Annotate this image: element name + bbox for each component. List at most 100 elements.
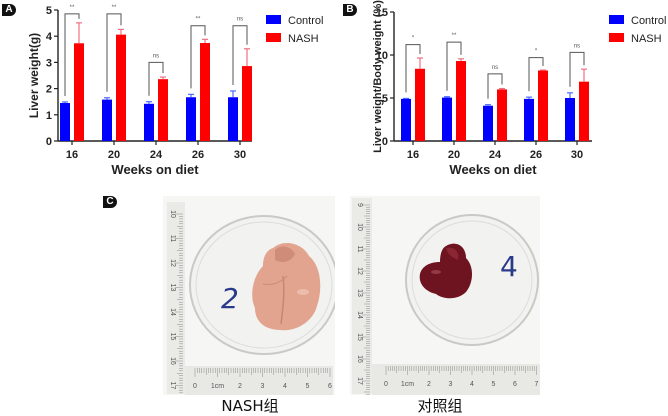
ruler-label: 17 (356, 377, 363, 385)
significance-bracket (232, 25, 248, 85)
legend-label-nash: NASH (631, 33, 662, 45)
ruler-label: 0 (384, 381, 388, 388)
ruler-label: 15 (169, 333, 176, 341)
ruler-label: 6 (328, 383, 332, 390)
ruler-label: 3 (449, 381, 453, 388)
liver-sample-nash (252, 242, 321, 331)
significance-label: * (535, 49, 538, 55)
vertical-ruler: 9 10 11 12 13 14 15 16 17 (352, 198, 372, 395)
ruler-label: 10 (356, 223, 363, 231)
legend-label-control: Control (631, 15, 666, 27)
significance-bracket (528, 57, 544, 92)
petri-dish (405, 214, 539, 346)
ruler-label: 11 (169, 235, 176, 242)
y-axis-label: Liver weight/Body weight (%) (372, 0, 384, 153)
y-axis-label: Liver weight(g) (27, 33, 41, 118)
ruler-label: 9 (356, 203, 363, 207)
x-tick-label: 30 (571, 149, 583, 161)
ruler-label: 15 (356, 333, 363, 341)
bar-control-20 (102, 99, 112, 141)
bar-control-16 (401, 98, 411, 141)
significance-label: ns (492, 65, 498, 71)
y-tick-label: 5 (382, 93, 388, 105)
ruler-label: 6 (513, 381, 517, 388)
bar-control-24 (144, 103, 154, 141)
bar-nash-24 (497, 89, 507, 141)
legend-label-control: Control (288, 15, 323, 27)
x-tick-label: 16 (407, 149, 419, 161)
bar-nash-26 (200, 43, 210, 141)
ruler-label: 13 (169, 284, 176, 292)
bar-nash-16 (415, 68, 425, 141)
horizontal-ruler: 0 1cm 2 3 4 5 6 7 (372, 364, 540, 395)
significance-label: ns (574, 43, 580, 49)
x-tick-label: 30 (234, 149, 246, 161)
bar-nash-20 (456, 61, 466, 141)
bar-nash-24 (158, 79, 168, 141)
ruler-label: 2 (238, 383, 242, 390)
bar-nash-16 (74, 43, 84, 141)
dish-number-label: 2 (221, 282, 239, 315)
y-tick-label: 2 (46, 84, 52, 96)
bar-control-16 (60, 103, 70, 141)
ruler-label: 5 (492, 381, 496, 388)
bar-nash-30 (579, 81, 589, 141)
legend-swatch-nash (266, 33, 281, 42)
panel-label-b: B (343, 4, 357, 16)
ruler-label: 3 (261, 383, 265, 390)
ruler-label: 11 (356, 245, 363, 252)
panel-label-a: A (2, 4, 16, 16)
chart-a-liver-weight: 0 1 2 3 4 5 Liver weight(g) Weeks on diet 16 ** 20… (27, 5, 323, 177)
bar-nash-30 (242, 66, 252, 141)
significance-bracket (106, 13, 122, 92)
significance-label: ** (112, 5, 117, 11)
ruler-label: 16 (356, 355, 363, 363)
y-tick-label: 10 (376, 50, 388, 62)
caption-nash: NASH组 (221, 397, 279, 415)
photo-control-liver: 9 10 11 12 13 14 15 16 17 4 0 1cm 2 3 4 5 6 7 (350, 196, 540, 395)
bar-control-26 (186, 97, 196, 141)
significance-label: ** (70, 5, 75, 11)
y-tick-label: 4 (46, 31, 53, 43)
y-tick-label: 5 (46, 5, 52, 17)
ruler-label: 12 (169, 259, 176, 267)
ruler-label: 13 (356, 289, 363, 297)
y-tick-label: 0 (46, 136, 52, 148)
ruler-label: 4 (283, 383, 287, 390)
bar-control-26 (524, 98, 534, 141)
significance-bracket (405, 44, 421, 93)
y-tick-label: 15 (376, 7, 388, 19)
x-tick-label: 26 (192, 149, 204, 161)
significance-bracket (64, 13, 80, 96)
x-tick-label: 16 (66, 149, 78, 161)
significance-bracket (487, 73, 503, 99)
ruler-label: 5 (306, 383, 310, 390)
bar-control-30 (565, 98, 575, 141)
x-tick-label: 20 (448, 149, 460, 161)
caption-control: 对照组 (417, 397, 463, 415)
significance-bracket (190, 25, 206, 89)
ruler-label: 7 (535, 381, 539, 388)
x-tick-label: 26 (530, 149, 542, 161)
ruler-label: 17 (169, 382, 176, 390)
legend-label-nash: NASH (288, 33, 319, 45)
vertical-ruler: 10 11 12 13 14 15 16 17 (167, 202, 185, 394)
dish-number-label: 4 (500, 250, 518, 283)
liver-sample-control (419, 243, 472, 299)
y-tick-label: 0 (382, 136, 388, 148)
y-tick-label: 1 (46, 110, 52, 122)
x-tick-label: 24 (150, 149, 163, 161)
significance-label: ns (237, 17, 243, 23)
significance-label: ** (196, 17, 201, 23)
y-tick-label: 3 (46, 57, 52, 69)
ruler-label: 12 (356, 267, 363, 275)
significance-label: ** (452, 33, 457, 39)
bar-control-20 (442, 97, 452, 141)
significance-label: * (412, 36, 415, 42)
bar-nash-26 (538, 70, 548, 141)
significance-bracket (446, 41, 462, 91)
ruler-label: 16 (169, 357, 176, 365)
ruler-label: 10 (169, 210, 176, 218)
legend-swatch-control (266, 15, 281, 24)
